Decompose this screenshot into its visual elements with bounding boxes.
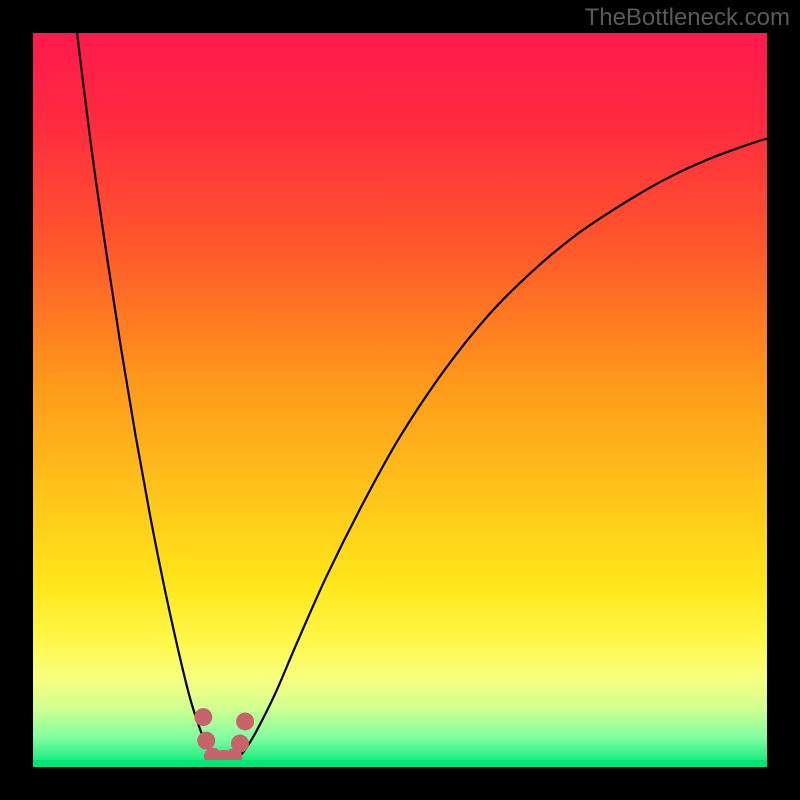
dip-marker-dots [194,708,254,767]
dip-dot [236,712,254,730]
bottleneck-curve-right [239,139,767,758]
dip-dot [194,708,212,726]
dip-dot [231,735,249,753]
green-base-strip [33,760,767,767]
dip-dot [197,732,215,750]
watermark-text: TheBottleneck.com [585,4,790,32]
chart-plot-area [33,33,767,767]
bottleneck-curve-left [77,33,216,757]
chart-svg-layer [33,33,767,767]
